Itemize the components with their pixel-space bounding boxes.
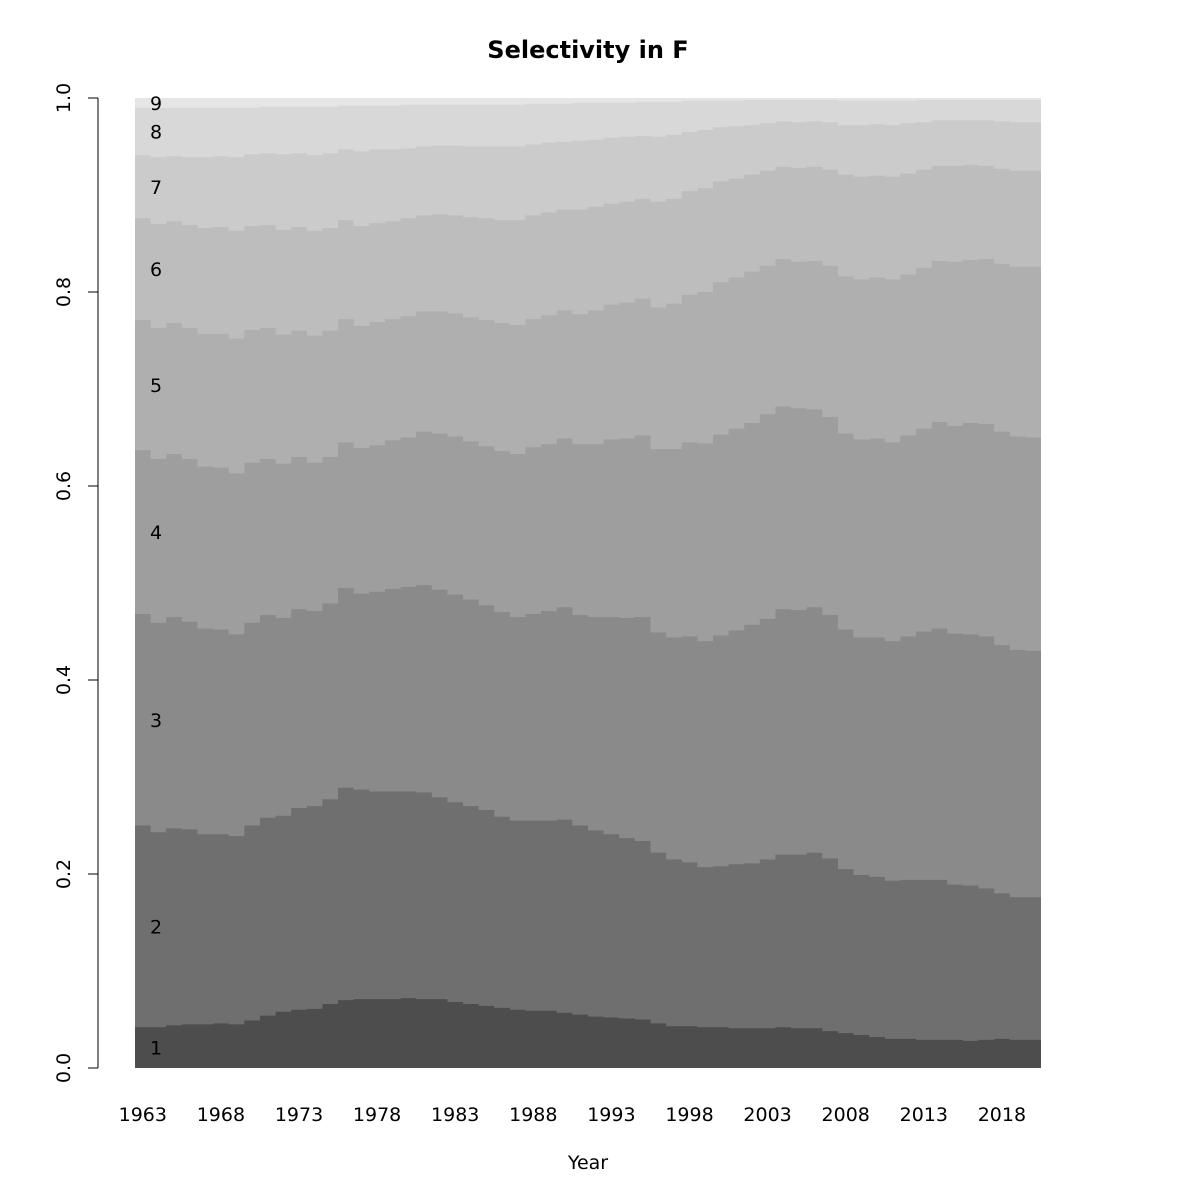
band-label-3: 3 [150, 710, 162, 732]
x-tick-label: 1998 [665, 1104, 713, 1126]
band-label-4: 4 [150, 522, 162, 544]
band-label-7: 7 [150, 177, 162, 199]
x-axis: 1963 1968 1973 1978 1983 1988 1993 1998 2003 2008… [119, 1104, 1026, 1126]
x-tick-label: 1973 [275, 1104, 323, 1126]
chart-title: Selectivity in F [487, 36, 688, 64]
x-tick-label: 1968 [197, 1104, 245, 1126]
y-tick-label: 1.0 [53, 83, 75, 113]
x-tick-label: 2013 [900, 1104, 948, 1126]
x-tick-label: 1963 [119, 1104, 167, 1126]
y-tick-label: 0.4 [53, 665, 75, 695]
x-tick-label: 1993 [587, 1104, 635, 1126]
plot-area [135, 98, 1041, 1069]
x-tick-label: 1978 [353, 1104, 401, 1126]
band-label-5: 5 [150, 375, 162, 397]
band-age-1 [135, 998, 1041, 1068]
band-labels: 1 2 3 4 5 6 7 8 9 [150, 93, 162, 1060]
band-label-1: 1 [150, 1038, 162, 1060]
y-tick-label: 0.8 [53, 277, 75, 307]
band-label-6: 6 [150, 259, 162, 281]
x-tick-label: 1988 [509, 1104, 557, 1126]
band-label-9: 9 [150, 93, 162, 115]
band-label-2: 2 [150, 916, 162, 938]
x-axis-label: Year [567, 1152, 608, 1174]
x-tick-label: 1983 [431, 1104, 479, 1126]
y-tick-label: 0.6 [53, 471, 75, 501]
x-tick-label: 2003 [743, 1104, 791, 1126]
band-label-8: 8 [150, 122, 162, 144]
y-tick-label: 0.0 [53, 1053, 75, 1083]
y-tick-label: 0.2 [53, 859, 75, 889]
band-age-2 [135, 787, 1041, 1068]
x-tick-label: 2008 [822, 1104, 870, 1126]
y-axis: 0.0 0.2 0.4 0.6 0.8 1.0 [53, 83, 99, 1083]
x-tick-label: 2018 [978, 1104, 1026, 1126]
